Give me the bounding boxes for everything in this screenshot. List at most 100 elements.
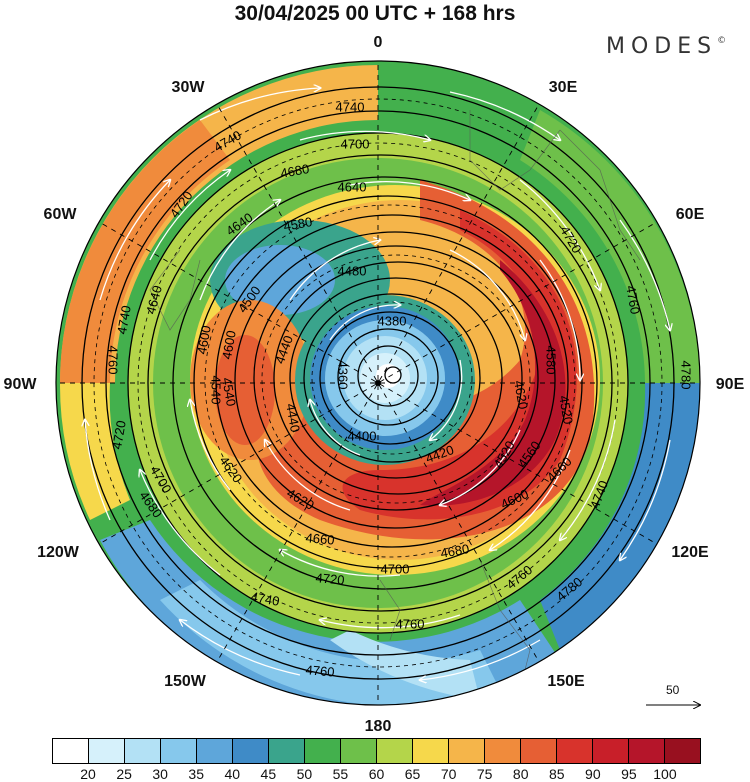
colorbar-tick-label: 80 [512,766,529,782]
lon-label-90w: 90W [3,376,37,393]
svg-text:4440: 4440 [283,402,303,433]
lon-label-150w: 150W [164,673,206,690]
svg-text:4720: 4720 [109,419,129,450]
colorbar-tick-label: 45 [260,766,277,782]
svg-text:4780: 4780 [679,361,694,390]
colorbar-tick-label: 90 [585,766,601,782]
colorbar-tick-label: 75 [476,766,493,782]
svg-text:4680: 4680 [279,161,310,181]
colorbar-cell [449,739,485,763]
contour-label: 4780 [679,361,694,390]
modes-logo: MODES© [606,34,727,59]
lon-label-120e: 120E [671,544,709,561]
contour-label: 4580 [544,346,559,375]
contour-label: 4640 [143,284,165,316]
svg-text:4700: 4700 [341,136,370,151]
colorbar-cell [161,739,197,763]
svg-text:4600: 4600 [219,329,239,360]
contour-label: 4740 [250,589,281,609]
colorbar-tick-label: 95 [621,766,637,782]
colorbar-cell [485,739,521,763]
contour-label: 4520 [556,394,576,425]
map-title: 30/04/2025 00 UTC + 168 hrs [234,2,516,25]
svg-text:4600: 4600 [194,324,214,355]
contour-label: 4720 [109,419,129,450]
colorbar-cell [341,739,377,763]
lon-label-30e: 30E [548,79,578,96]
svg-text:4520: 4520 [556,394,576,425]
colorbar-cell [89,739,125,763]
vector-scale-label: 50 [666,683,680,697]
colorbar-cell [377,739,413,763]
contour-label: 4660 [305,530,335,547]
contour-label: 4680 [439,541,470,561]
colorbar-tick-label: 50 [296,766,313,782]
colorbar-cell [521,739,557,763]
svg-text:4540: 4540 [209,376,224,405]
lon-label-60e: 60E [675,206,705,223]
wind-speed-colorbar [52,738,701,764]
contour-label: 4480 [338,263,367,278]
svg-text:4540: 4540 [219,376,239,407]
lon-label-30w: 30W [171,79,205,96]
contour-label: 4740 [336,99,365,114]
lon-label-90e: 90E [715,376,745,393]
contour-label: 4580 [282,214,313,234]
contour-label: 4600 [219,329,239,360]
colorbar-tick-label: 40 [224,766,241,782]
lon-label-150e: 150E [547,673,585,690]
svg-text:4740: 4740 [336,99,365,114]
svg-text:4620: 4620 [511,379,531,410]
contour-label: 4760 [305,662,335,679]
svg-text:4700: 4700 [381,561,410,576]
contour-label: 4540 [209,376,224,405]
contour-label: 4600 [194,324,214,355]
colorbar-tick-label: 20 [80,766,96,782]
svg-text:4400: 4400 [348,428,377,443]
colorbar-tick-label: 100 [653,766,677,782]
contour-label: 4680 [279,161,310,181]
lon-label-0: 0 [373,34,383,51]
colorbar-tick-label: 85 [548,766,565,782]
colorbar-cell [629,739,665,763]
svg-text:4640: 4640 [338,179,367,194]
svg-text:4580: 4580 [544,346,559,375]
colorbar-cell [53,739,89,763]
contour-label: 4640 [338,179,367,194]
contour-label: 4740 [114,304,134,335]
colorbar-tick-label: 35 [188,766,205,782]
colorbar-cell [665,739,700,763]
svg-text:4480: 4480 [338,263,367,278]
colorbar-tick-label: 60 [368,766,385,782]
colorbar-cell [233,739,269,763]
colorbar-cell [125,739,161,763]
contour-label: 4620 [511,379,531,410]
lon-label-60w: 60W [43,206,77,223]
lon-label-180: 180 [364,718,392,735]
svg-text:4740: 4740 [250,589,281,609]
contour-label: 4760 [106,346,121,375]
contour-label: 4760 [396,616,425,631]
contour-label: 4400 [348,428,377,443]
svg-text:4760: 4760 [305,662,335,679]
colorbar-tick-label: 70 [440,766,457,782]
svg-text:4640: 4640 [143,284,165,316]
svg-text:4380: 4380 [378,313,407,328]
svg-text:4660: 4660 [305,530,335,547]
svg-text:4760: 4760 [106,346,121,375]
colorbar-tick-label: 65 [404,766,421,782]
colorbar-cell [305,739,341,763]
colorbar-tick-label: 25 [116,766,132,782]
contour-label: 4440 [283,402,303,433]
contour-label: 4760 [623,284,643,315]
contour-label: 4720 [315,570,345,587]
svg-text:4680: 4680 [439,541,470,561]
colorbar-tick-label: 55 [332,766,349,782]
svg-text:4580: 4580 [282,214,313,234]
lon-label-120w: 120W [37,544,79,561]
colorbar-cell [197,739,233,763]
contour-label: 4700 [381,561,410,576]
colorbar-cell [269,739,305,763]
svg-text:4760: 4760 [396,616,425,631]
